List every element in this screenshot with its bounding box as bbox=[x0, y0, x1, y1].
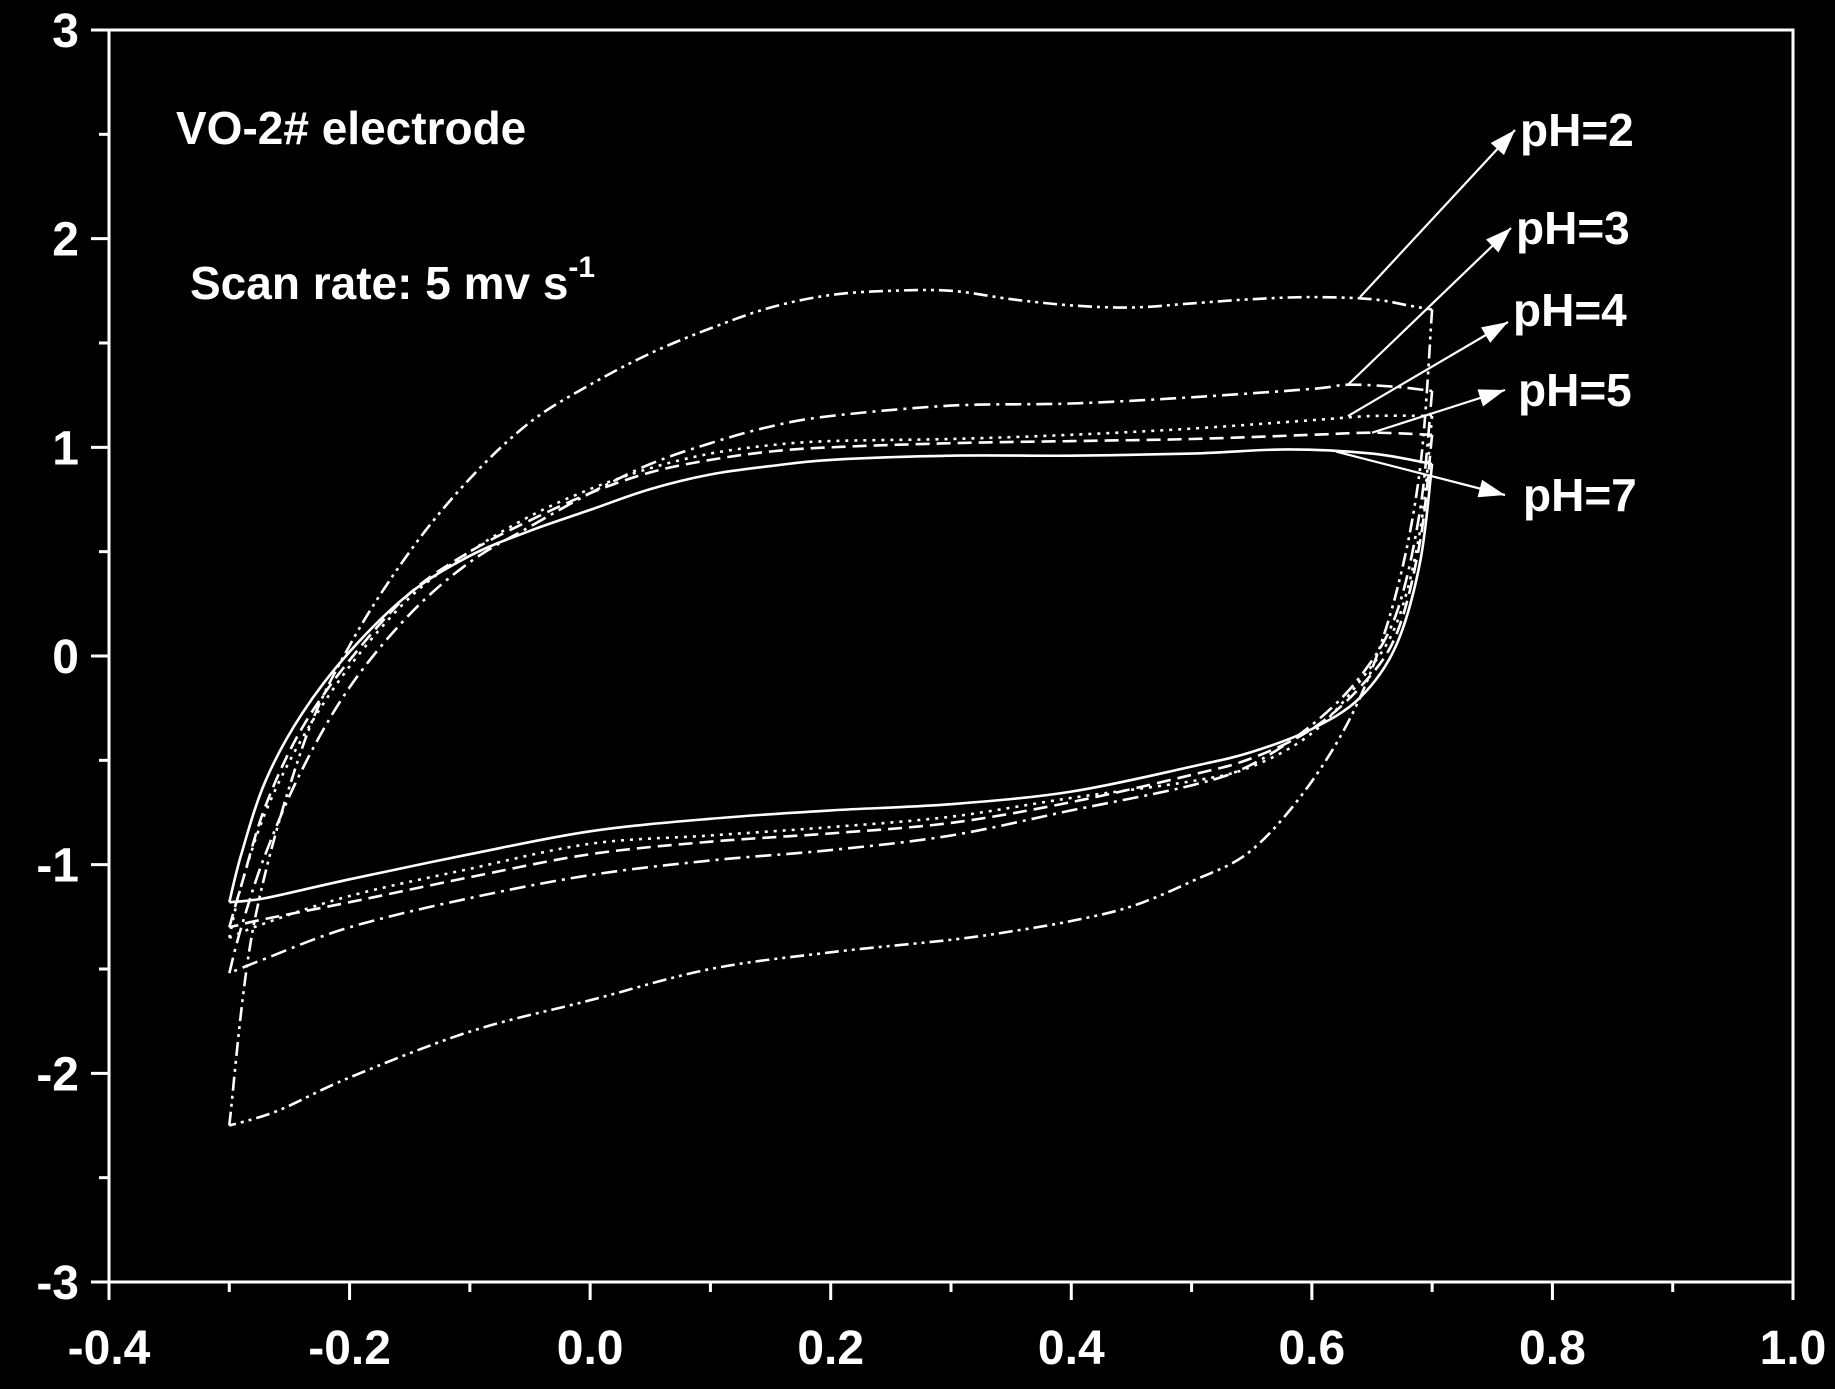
series-ph-3-lower-branch bbox=[228, 390, 1434, 975]
y-tick-label: 0 bbox=[52, 631, 79, 684]
series-ph-2-upper-branch bbox=[228, 288, 1433, 1126]
leader-line-ph-2 bbox=[1359, 129, 1516, 298]
tick-labels: -0.4 -0.2 0.0 0.2 0.4 0.6 0.8 1.0 -3 -2 -1 0 1 2 3 bbox=[36, 5, 1826, 1375]
leader-line-ph-4 bbox=[1347, 321, 1509, 417]
y-tick-label: 3 bbox=[52, 5, 79, 58]
scan-rate-superscript: -1 bbox=[568, 251, 595, 284]
series-ph-3-upper-branch bbox=[228, 383, 1433, 974]
series-ph-4-upper-branch bbox=[228, 414, 1433, 938]
series-ph-7-lower-branch bbox=[229, 463, 1434, 904]
series-ph-5-lower-branch bbox=[229, 434, 1434, 929]
series-ph-7-upper-branch bbox=[228, 448, 1433, 903]
y-tick-label: 1 bbox=[52, 422, 79, 475]
arrowhead-ph-7 bbox=[1477, 479, 1505, 498]
legend-label-ph-4: pH=4 bbox=[1513, 284, 1627, 336]
x-tick-label: 0.0 bbox=[557, 1322, 624, 1375]
series-ph-2-lower-branch bbox=[228, 309, 1434, 1127]
series-ph-5-upper-branch bbox=[228, 431, 1433, 928]
arrowhead-ph-2 bbox=[1490, 130, 1515, 156]
legend-label-ph-5: pH=5 bbox=[1518, 364, 1632, 416]
x-tick-label: 0.6 bbox=[1278, 1322, 1345, 1375]
y-tick-label: 2 bbox=[52, 214, 79, 267]
leader-line-ph-3 bbox=[1347, 227, 1512, 386]
arrowhead-ph-5 bbox=[1477, 389, 1505, 407]
electrode-label: VO-2# electrode bbox=[176, 102, 526, 154]
scan-rate-label: Scan rate: 5 mv s-1 bbox=[190, 251, 595, 309]
legend-label-ph-2: pH=2 bbox=[1520, 104, 1634, 156]
x-tick-label: 0.2 bbox=[797, 1322, 864, 1375]
legend-label-ph-3: pH=3 bbox=[1516, 202, 1630, 254]
legend-annotations: pH=2 pH=3 pH=4 pH=5 pH=7 bbox=[1335, 104, 1637, 521]
y-tick-label: -1 bbox=[36, 840, 79, 893]
axis-ticks bbox=[91, 28, 1795, 1300]
scan-rate-text: Scan rate: 5 mv s bbox=[190, 257, 568, 309]
series-curves bbox=[228, 288, 1434, 1127]
x-tick-label: -0.2 bbox=[308, 1322, 391, 1375]
arrowhead-ph-3 bbox=[1486, 228, 1511, 253]
arrowhead-ph-4 bbox=[1481, 322, 1508, 343]
y-tick-label: -2 bbox=[36, 1048, 79, 1101]
leader-line-ph-7 bbox=[1335, 450, 1506, 497]
x-tick-label: -0.4 bbox=[68, 1322, 151, 1375]
legend-label-ph-7: pH=7 bbox=[1523, 469, 1637, 521]
x-tick-label: 0.8 bbox=[1519, 1322, 1586, 1375]
x-tick-label: 0.4 bbox=[1038, 1322, 1105, 1375]
x-tick-label: 1.0 bbox=[1760, 1322, 1827, 1375]
y-tick-label: -3 bbox=[36, 1257, 79, 1310]
